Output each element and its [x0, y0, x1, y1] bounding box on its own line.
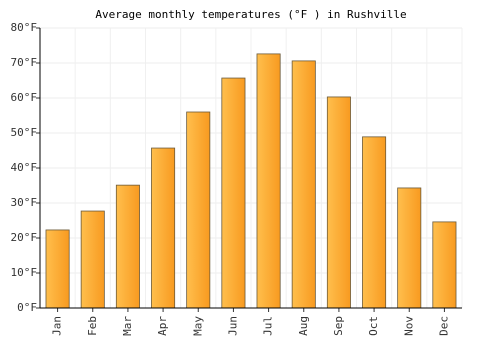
- chart-title: Average monthly temperatures (°F ) in Ru…: [95, 8, 406, 21]
- y-tick-label: 80°F: [11, 21, 38, 34]
- x-tick-label: Sep: [332, 316, 345, 336]
- bar: [256, 53, 281, 309]
- bar: [291, 60, 316, 309]
- bar: [326, 96, 351, 309]
- y-tick-label: 30°F: [11, 196, 38, 209]
- x-tick-label: Jun: [226, 316, 239, 336]
- x-tick-label: Feb: [86, 316, 99, 336]
- y-tick-label: 40°F: [11, 161, 38, 174]
- bar: [432, 221, 457, 309]
- x-tick-label: Jan: [51, 316, 64, 336]
- x-tick-label: Aug: [297, 316, 310, 336]
- y-tick-label: 10°F: [11, 266, 38, 279]
- x-tick-label: Dec: [437, 316, 450, 336]
- x-tick-label: Apr: [156, 316, 169, 336]
- x-tick-label: Mar: [121, 316, 134, 336]
- bar: [397, 187, 422, 309]
- x-tick-label: Nov: [402, 316, 415, 336]
- bar: [362, 136, 387, 309]
- bar: [221, 77, 246, 309]
- y-tick-label: 20°F: [11, 231, 38, 244]
- bar: [80, 210, 105, 309]
- x-tick-label: May: [191, 316, 204, 336]
- bar: [45, 229, 70, 309]
- y-tick-label: 0°F: [17, 301, 37, 314]
- y-tick-label: 60°F: [11, 91, 38, 104]
- x-tick-label: Oct: [367, 316, 380, 336]
- y-tick-label: 50°F: [11, 126, 38, 139]
- bar: [151, 147, 176, 309]
- bar: [115, 184, 140, 309]
- x-tick-label: Jul: [262, 316, 275, 336]
- y-tick-label: 70°F: [11, 56, 38, 69]
- bar: [186, 111, 211, 309]
